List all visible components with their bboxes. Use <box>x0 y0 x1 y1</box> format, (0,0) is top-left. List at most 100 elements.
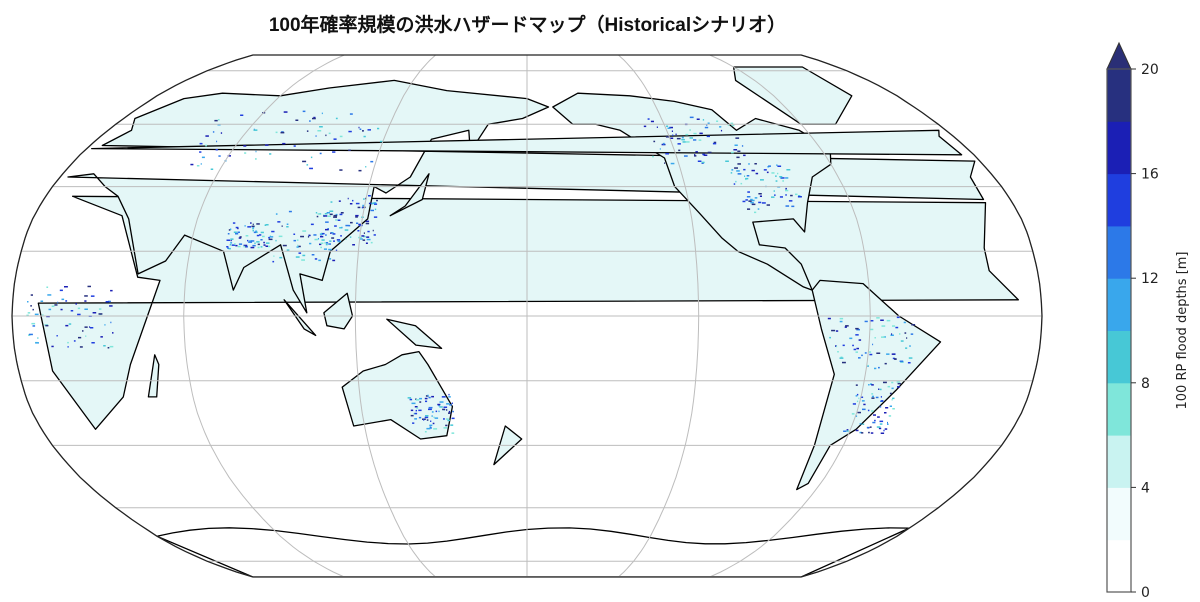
flood-cell <box>374 203 378 205</box>
flood-cell <box>451 402 453 404</box>
flood-cell <box>349 113 353 115</box>
flood-cell <box>77 313 81 316</box>
flood-cell <box>665 136 670 138</box>
flood-cell <box>855 395 858 397</box>
flood-cell <box>861 400 865 402</box>
flood-cell <box>439 406 443 408</box>
colorbar-bin <box>1107 278 1131 331</box>
flood-cell <box>256 223 260 225</box>
flood-cell <box>240 114 244 116</box>
flood-cell <box>856 393 859 396</box>
flood-cell <box>233 231 237 233</box>
flood-cell <box>84 326 88 328</box>
flood-cell <box>899 333 901 335</box>
flood-cell <box>773 190 775 192</box>
flood-cell <box>311 254 315 256</box>
flood-cell <box>852 344 854 347</box>
flood-cell <box>254 242 256 244</box>
flood-cell <box>425 415 429 417</box>
flood-cell <box>344 229 349 231</box>
flood-cell <box>65 300 68 302</box>
flood-cell <box>410 409 414 412</box>
flood-cell <box>706 135 710 138</box>
flood-cell <box>373 234 376 236</box>
flood-cell <box>333 214 338 217</box>
flood-cell <box>678 149 681 152</box>
flood-cell <box>84 295 88 297</box>
flood-cell <box>332 151 336 153</box>
flood-cell <box>719 126 722 128</box>
flood-cell <box>736 156 740 159</box>
flood-cell <box>775 175 777 177</box>
colorbar-bin <box>1107 173 1131 227</box>
flood-cell <box>302 160 307 163</box>
flood-cell <box>265 224 269 226</box>
flood-cell <box>112 332 114 334</box>
flood-cell <box>671 130 673 132</box>
flood-cell <box>361 206 364 209</box>
flood-cell <box>855 334 859 336</box>
world-map <box>11 54 1043 578</box>
flood-cell <box>239 236 242 238</box>
flood-cell <box>75 303 77 305</box>
flood-cell <box>265 242 270 244</box>
flood-cell <box>785 189 789 192</box>
flood-cell <box>335 213 338 216</box>
flood-cell <box>737 163 741 165</box>
flood-cell <box>790 194 793 197</box>
flood-cell <box>247 239 249 242</box>
flood-cell <box>859 431 862 434</box>
flood-cell <box>98 308 102 310</box>
flood-cell <box>200 163 202 165</box>
flood-cell <box>890 334 894 336</box>
flood-cell <box>743 154 746 157</box>
flood-cell <box>689 129 691 131</box>
flood-cell <box>855 415 858 417</box>
flood-cell <box>321 112 323 115</box>
flood-cell <box>758 193 762 195</box>
flood-cell <box>201 156 205 159</box>
flood-cell <box>65 324 69 327</box>
flood-cell <box>190 163 194 166</box>
flood-cell <box>731 169 734 171</box>
flood-cell <box>409 398 413 401</box>
flood-cell <box>861 354 863 357</box>
flood-cell <box>879 388 882 391</box>
meridian-line <box>354 54 436 578</box>
flood-cell <box>858 339 862 341</box>
flood-cell <box>866 426 869 429</box>
flood-cell <box>376 199 378 202</box>
flood-cell <box>251 240 255 242</box>
flood-cell <box>317 213 322 215</box>
flood-cell <box>370 209 374 212</box>
meridian-line <box>709 54 871 578</box>
flood-cell <box>37 337 39 339</box>
flood-cell <box>414 412 418 415</box>
flood-cell <box>707 151 712 154</box>
flood-cell <box>310 156 313 159</box>
flood-cell <box>278 235 283 238</box>
flood-cell <box>675 133 677 136</box>
flood-cell <box>899 360 904 362</box>
flood-cell <box>317 130 322 132</box>
colorbar-bin <box>1107 539 1131 593</box>
flood-cell <box>340 212 344 214</box>
landmass-borneo <box>323 292 354 330</box>
flood-cell <box>312 117 316 120</box>
flood-cell <box>323 215 328 217</box>
flood-cell <box>265 245 269 247</box>
flood-cell <box>336 239 341 241</box>
colorbar-bin <box>1107 487 1131 541</box>
flood-cell <box>329 258 332 260</box>
flood-cell <box>370 160 374 163</box>
flood-cell <box>751 203 756 206</box>
flood-cell <box>271 230 275 233</box>
flood-cell <box>889 392 892 395</box>
flood-cell <box>750 201 754 204</box>
colorbar-tick-label: 12 <box>1141 271 1159 287</box>
flood-cell <box>869 353 873 356</box>
flood-cell <box>785 187 787 190</box>
flood-cell <box>252 228 254 230</box>
flood-cell <box>887 385 891 388</box>
flood-cell <box>867 409 870 412</box>
